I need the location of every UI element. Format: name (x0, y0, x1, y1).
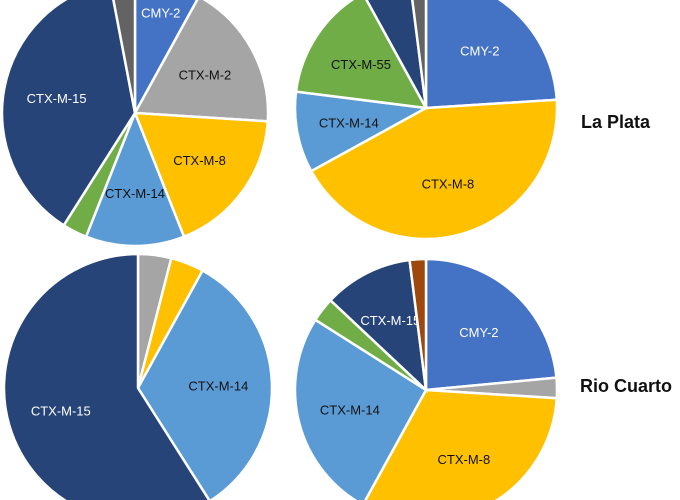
slice-label: CTX-M-15 (360, 313, 420, 328)
slice-label: CTX-M-14 (320, 403, 380, 418)
pie-slice (365, 0, 428, 109)
pie-slice-ctx-m-8 (309, 98, 559, 241)
slice-label: CTX-M-14 (319, 116, 379, 131)
slice-label: CTX-M-8 (438, 452, 491, 467)
pie-slice (411, 0, 428, 109)
slice-label: CMY-2 (460, 44, 499, 59)
slice-label: CTX-M-14 (188, 378, 248, 393)
pie-slice-cmy-2 (424, 0, 559, 110)
pie-slice-ctx-m-14 (293, 90, 430, 173)
slice-label: CTX-M-15 (27, 91, 87, 106)
slice-label: CTX-M-14 (105, 186, 165, 201)
pie-slice-ctx-m-8 (364, 388, 559, 500)
pie-slice-ctx-m-55 (294, 0, 429, 110)
pie-slice (112, 0, 137, 114)
slice-label: CMY-2 (141, 6, 180, 21)
row-label-rio-cuarto: Rio Cuarto (580, 376, 672, 396)
pie-chart-3: CTX-M-14 CTX-M-15 (2, 252, 274, 500)
pie-slice-ctx-m-8 (133, 111, 270, 239)
slice-label: CTX-M-55 (331, 57, 391, 72)
row-label-la-plata: La Plata (581, 112, 651, 132)
slice-label: CMY-2 (459, 325, 498, 340)
slice-label: CTX-M-15 (31, 403, 91, 418)
slice-label: CTX-M-2 (179, 68, 232, 83)
pie-chart-2: CMY-2 CTX-M-8 CTX-M-14 CTX-M-55 (293, 0, 559, 241)
pie-slice (408, 257, 428, 391)
pie-slice-ctx-m-14 (84, 109, 186, 248)
pie-slice-ctx-m-2 (132, 0, 270, 123)
pie-slice-ctx-m-14 (136, 268, 274, 500)
slice-label: CTX-M-8 (422, 176, 475, 191)
pie-slice-cmy-2 (424, 257, 558, 392)
pie-slice-ctx-m-15 (328, 258, 428, 394)
pie-slice-ctx-m-15 (2, 252, 211, 500)
pie-chart-4: CMY-2 CTX-M-8 CTX-M-14 CTX-M-15 (293, 257, 559, 500)
slice-label: CTX-M-8 (173, 153, 226, 168)
pie-slice-ctx-m-15 (0, 0, 137, 228)
pie-chart-1: CMY-2 CTX-M-2 CTX-M-8 CTX-M-14 CTX-M-15 (0, 0, 270, 248)
pie-slice-ctx-m-14 (293, 318, 428, 500)
